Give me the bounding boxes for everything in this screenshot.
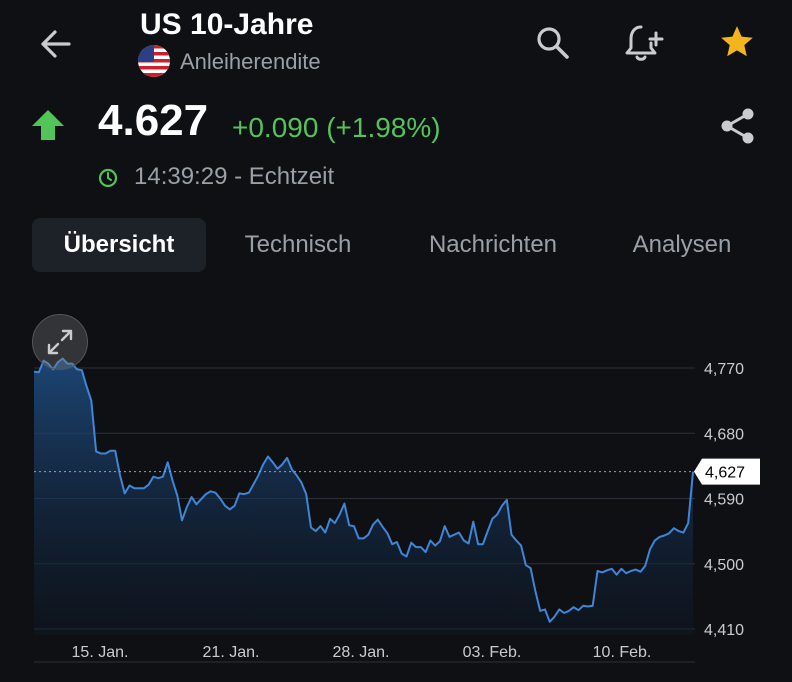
x-tick-label: 10. Feb. [593, 644, 652, 661]
search-button[interactable] [528, 20, 578, 66]
tab-technical[interactable]: Technisch [244, 231, 352, 258]
y-tick-label: 4,680 [704, 426, 744, 443]
share-button[interactable] [712, 100, 764, 152]
chart-line [33, 357, 694, 623]
page-subtitle: Anleiherendite [180, 49, 321, 74]
x-tick-label: 03. Feb. [463, 644, 522, 661]
back-button[interactable] [30, 22, 80, 66]
add-alert-icon [625, 25, 664, 61]
expand-icon [47, 329, 73, 355]
yield-chart[interactable]: 4,770 4,680 4,590 4,500 4,410 15. Jan. 21. Ja… [0, 290, 792, 682]
add-alert-button[interactable] [618, 20, 670, 66]
x-tick-label: 21. Jan. [203, 644, 260, 661]
page-title: US 10-Jahre [140, 8, 314, 41]
y-tick-label: 4,500 [704, 557, 744, 574]
current-value-label: 4,627 [705, 465, 745, 482]
quote-time: 14:39:29 - Echtzeit [134, 163, 335, 190]
star-icon [721, 26, 753, 57]
x-tick-label: 15. Jan. [72, 644, 129, 661]
x-tick-label: 28. Jan. [333, 644, 390, 661]
tab-overview[interactable]: Übersicht [32, 218, 206, 272]
price-change: +0.090 (+1.98%) [232, 112, 441, 143]
current-value-marker: 4,627 [694, 458, 760, 485]
current-price: 4.627 [98, 96, 209, 145]
favorite-button[interactable] [712, 18, 762, 66]
expand-chart-button[interactable] [32, 314, 88, 370]
y-tick-label: 4,410 [704, 622, 744, 639]
y-tick-label: 4,590 [704, 492, 744, 509]
y-tick-label: 4,770 [704, 361, 744, 378]
up-arrow-icon [30, 108, 66, 142]
back-arrow-icon [41, 30, 71, 58]
tab-news[interactable]: Nachrichten [428, 231, 558, 258]
tab-analyses[interactable]: Analysen [632, 231, 732, 258]
share-icon [721, 108, 754, 144]
clock-icon [98, 168, 118, 188]
search-icon [537, 27, 569, 59]
chart-area [34, 358, 693, 635]
us-flag-icon [138, 45, 170, 77]
